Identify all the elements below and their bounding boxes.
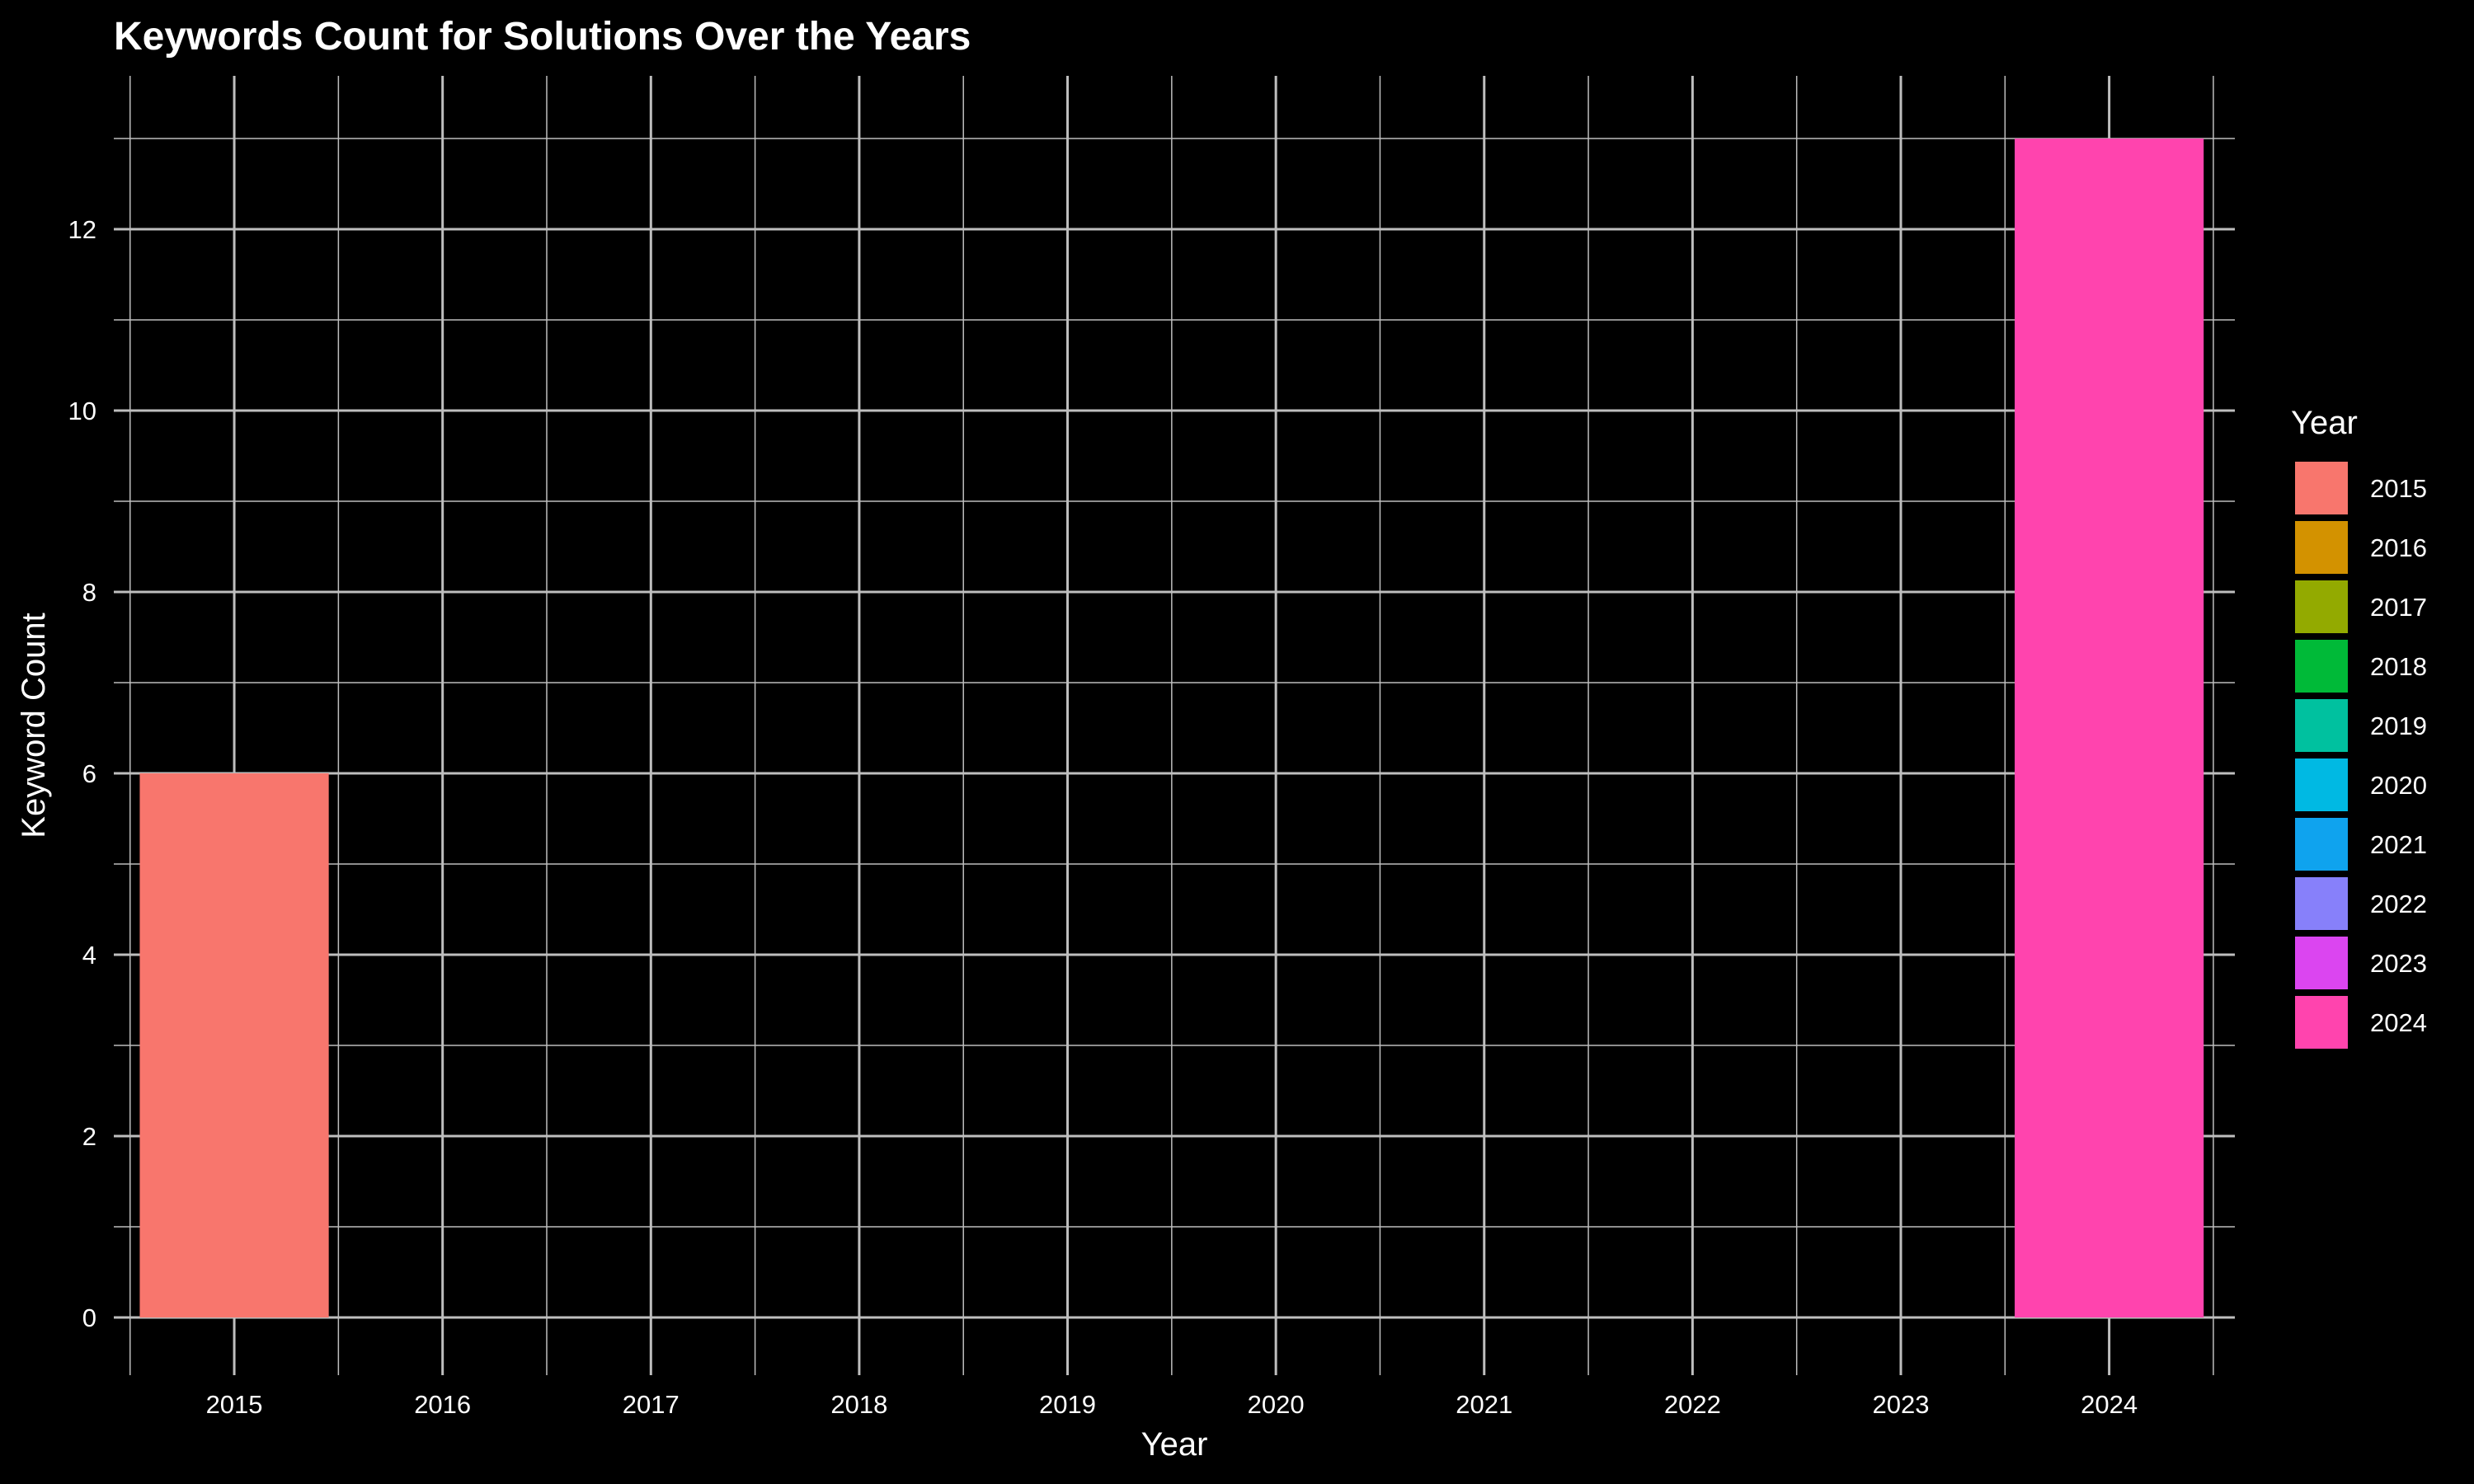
y-tick-labels: 0 2 4 6 8 10 12: [68, 215, 96, 1332]
legend-swatch-2017: [2295, 580, 2348, 633]
x-tick-label: 2023: [1873, 1390, 1930, 1419]
legend-swatch-2023: [2295, 937, 2348, 989]
legend-swatch-2016: [2295, 521, 2348, 574]
x-tick-label: 2019: [1039, 1390, 1096, 1419]
y-tick-label: 2: [82, 1122, 96, 1151]
legend-label-2024: 2024: [2370, 1008, 2427, 1037]
x-tick-labels: 2015 2016 2017 2018 2019 2020 2021 2022 2023 2024: [206, 1390, 2138, 1419]
legend-items: 2015 2016 2017 2018 2019 2020 2021 2022 2023 2024: [2295, 462, 2427, 1049]
y-axis-title: Keyword Count: [16, 613, 52, 838]
x-tick-label: 2020: [1248, 1390, 1305, 1419]
legend-swatch-2015: [2295, 462, 2348, 514]
legend-label-2022: 2022: [2370, 890, 2427, 918]
bar-2015: [139, 773, 329, 1317]
legend-label-2019: 2019: [2370, 711, 2427, 740]
legend-title: Year: [2291, 405, 2358, 441]
y-tick-label: 12: [68, 215, 96, 244]
legend-swatch-2018: [2295, 640, 2348, 693]
x-tick-label: 2018: [830, 1390, 887, 1419]
legend-swatch-2024: [2295, 996, 2348, 1049]
legend-label-2023: 2023: [2370, 949, 2427, 978]
bar-2024: [2015, 139, 2204, 1317]
y-tick-label: 8: [82, 578, 96, 607]
chart-title: Keywords Count for Solutions Over the Ye…: [114, 15, 971, 59]
legend-label-2020: 2020: [2370, 771, 2427, 800]
legend-swatch-2022: [2295, 877, 2348, 930]
y-tick-label: 6: [82, 759, 96, 788]
x-tick-label: 2016: [414, 1390, 471, 1419]
x-axis-title: Year: [1141, 1426, 1208, 1463]
x-tick-label: 2015: [206, 1390, 263, 1419]
x-tick-label: 2021: [1456, 1390, 1512, 1419]
legend-label-2017: 2017: [2370, 593, 2427, 622]
legend-label-2018: 2018: [2370, 652, 2427, 681]
legend-swatch-2019: [2295, 699, 2348, 752]
legend: Year 2015 2016 2017 2018 2019 2020 2021 2022 202…: [2291, 405, 2427, 1049]
legend-label-2016: 2016: [2370, 533, 2427, 562]
y-tick-label: 0: [82, 1303, 96, 1332]
legend-label-2021: 2021: [2370, 830, 2427, 859]
x-tick-label: 2022: [1664, 1390, 1721, 1419]
legend-swatch-2021: [2295, 818, 2348, 871]
legend-label-2015: 2015: [2370, 474, 2427, 503]
x-tick-label: 2017: [623, 1390, 680, 1419]
bars: [139, 139, 2204, 1317]
legend-swatch-2020: [2295, 758, 2348, 811]
y-tick-label: 4: [82, 941, 96, 970]
x-tick-label: 2024: [2081, 1390, 2138, 1419]
y-tick-label: 10: [68, 397, 96, 425]
